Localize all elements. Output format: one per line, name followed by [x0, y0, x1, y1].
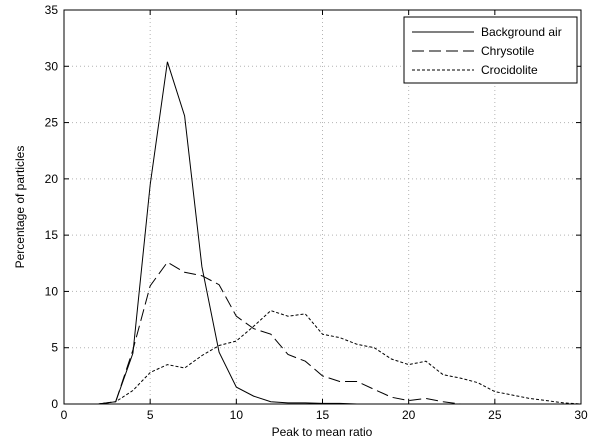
y-tick-label: 30 — [45, 59, 59, 73]
y-tick-label: 10 — [45, 284, 59, 298]
series-line-chrysotile — [98, 261, 461, 405]
y-tick-label: 25 — [45, 116, 59, 130]
axis-ticks: 0 5 10 15 20 25 30 0 5 10 15 20 25 30 35 — [45, 3, 588, 422]
x-tick-label: 15 — [316, 408, 330, 422]
x-tick-label: 25 — [488, 408, 502, 422]
y-tick-label: 0 — [51, 397, 58, 411]
y-tick-label: 35 — [45, 3, 59, 17]
legend-box — [403, 16, 578, 84]
grid-lines — [64, 10, 581, 404]
x-tick-label: 10 — [230, 408, 244, 422]
legend-label: Chrysotile — [481, 44, 535, 58]
series-line-crocidolite — [98, 310, 582, 405]
legend: Background air Chrysotile Crocidolite — [403, 16, 578, 84]
x-tick-label: 20 — [402, 408, 416, 422]
series-line-background-air — [98, 61, 392, 405]
x-tick-label: 0 — [61, 408, 68, 422]
y-tick-label: 20 — [45, 172, 59, 186]
y-axis-title: Percentage of particles — [13, 146, 27, 269]
y-tick-label: 15 — [45, 228, 59, 242]
legend-label: Crocidolite — [481, 63, 538, 77]
y-tick-label: 5 — [51, 341, 58, 355]
x-axis-title: Peak to mean ratio — [272, 425, 373, 439]
series-lines — [98, 61, 582, 405]
legend-label: Background air — [481, 25, 562, 39]
x-tick-label: 5 — [147, 408, 154, 422]
x-tick-label: 30 — [574, 408, 588, 422]
